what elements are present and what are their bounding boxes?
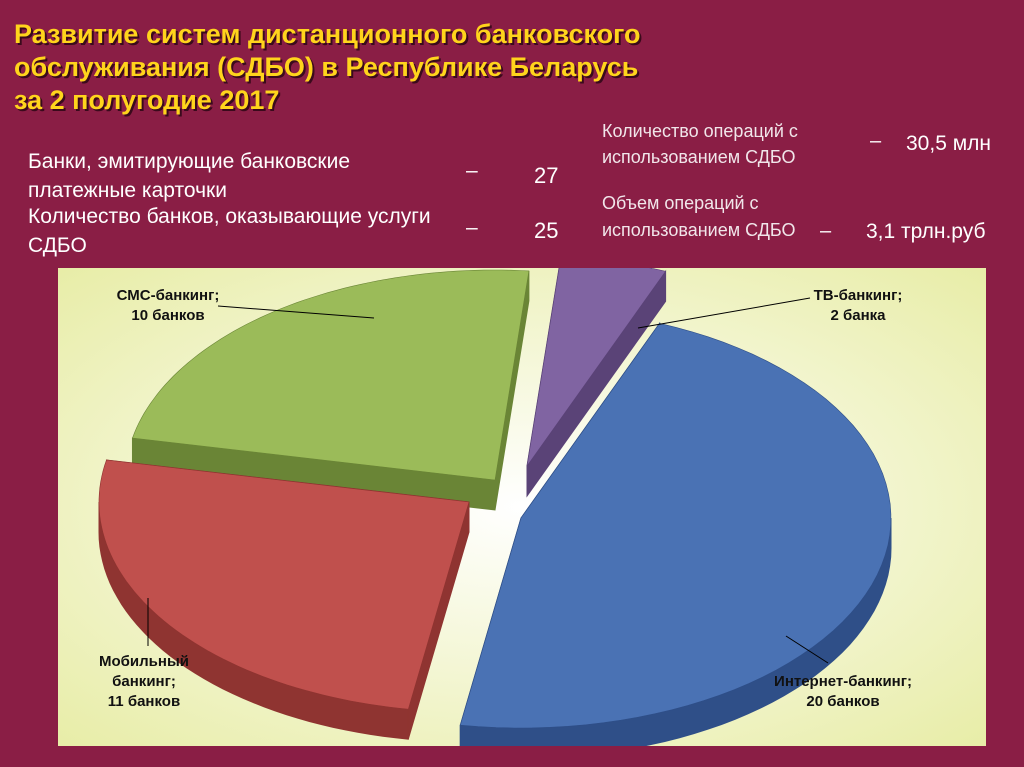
slice-label-3: ТВ-банкинг; 2 банка	[814, 287, 903, 324]
title-line-3: за 2 полугодие 2017	[14, 85, 280, 115]
slice-label-line: 20 банков	[806, 693, 879, 710]
slice-label-line: 2 банка	[830, 307, 886, 324]
leader-line-3	[637, 297, 811, 329]
stat-dash: –	[820, 220, 832, 242]
slice-label-line: ТВ-банкинг;	[814, 287, 903, 304]
pie-chart: Интернет-банкинг; 20 банков Мобильный банки…	[58, 256, 986, 759]
labels-layer: Интернет-банкинг; 20 банков Мобильный банки…	[99, 287, 912, 710]
leaders-layer	[147, 297, 829, 664]
stat-label: Объем операций с использованием СДБО	[602, 193, 796, 240]
slice-label-2: СМС-банкинг; 10 банков	[117, 287, 220, 324]
leader-line-2	[217, 305, 375, 319]
slice-label-0: Интернет-банкинг; 20 банков	[774, 673, 912, 710]
slice-label-1: Мобильный банкинг; 11 банков	[99, 653, 189, 710]
slide-title: Развитие систем дистанционного банковско…	[14, 18, 834, 117]
stat-value: 27	[534, 163, 559, 188]
title-line-1: Развитие систем дистанционного банковско…	[14, 19, 641, 49]
stat-dash: –	[466, 216, 478, 239]
title-line-2: обслуживания (СДБО) в Республике Беларус…	[14, 52, 639, 82]
pie-slice-1	[98, 459, 470, 740]
leader-line-0	[785, 635, 829, 664]
chart-panel: Интернет-банкинг; 20 банков Мобильный банки…	[58, 256, 986, 759]
slice-label-line: Интернет-банкинг;	[774, 673, 912, 690]
pie-slice-top-2	[132, 269, 530, 481]
slice-label-line: банкинг;	[112, 673, 176, 690]
slice-label-line: Мобильный	[99, 653, 189, 670]
stat-dash: –	[870, 130, 882, 152]
stat-value: 3,1 трлн.руб	[866, 220, 986, 243]
stat-label: Количество операций с использованием СДБ…	[602, 121, 798, 167]
pie-slice-top-0	[459, 322, 892, 729]
pie-slice-0	[459, 321, 892, 759]
slice-label-line: 10 банков	[131, 307, 204, 324]
stat-value: 25	[534, 218, 559, 243]
stat-value: 30,5 млн	[906, 132, 991, 155]
stat-label: Банки, эмитирующие банковские платежные …	[28, 150, 351, 202]
stat-label: Количество банков, оказывающие услуги СД…	[28, 205, 431, 257]
pie-slice-3	[526, 256, 667, 498]
slice-label-line: СМС-банкинг;	[117, 287, 220, 304]
stat-dash: –	[466, 159, 478, 182]
slice-label-line: 11 банков	[108, 693, 180, 710]
pie-slice-2	[131, 269, 530, 511]
pie-slice-top-1	[98, 459, 470, 710]
slices-layer	[98, 256, 892, 759]
